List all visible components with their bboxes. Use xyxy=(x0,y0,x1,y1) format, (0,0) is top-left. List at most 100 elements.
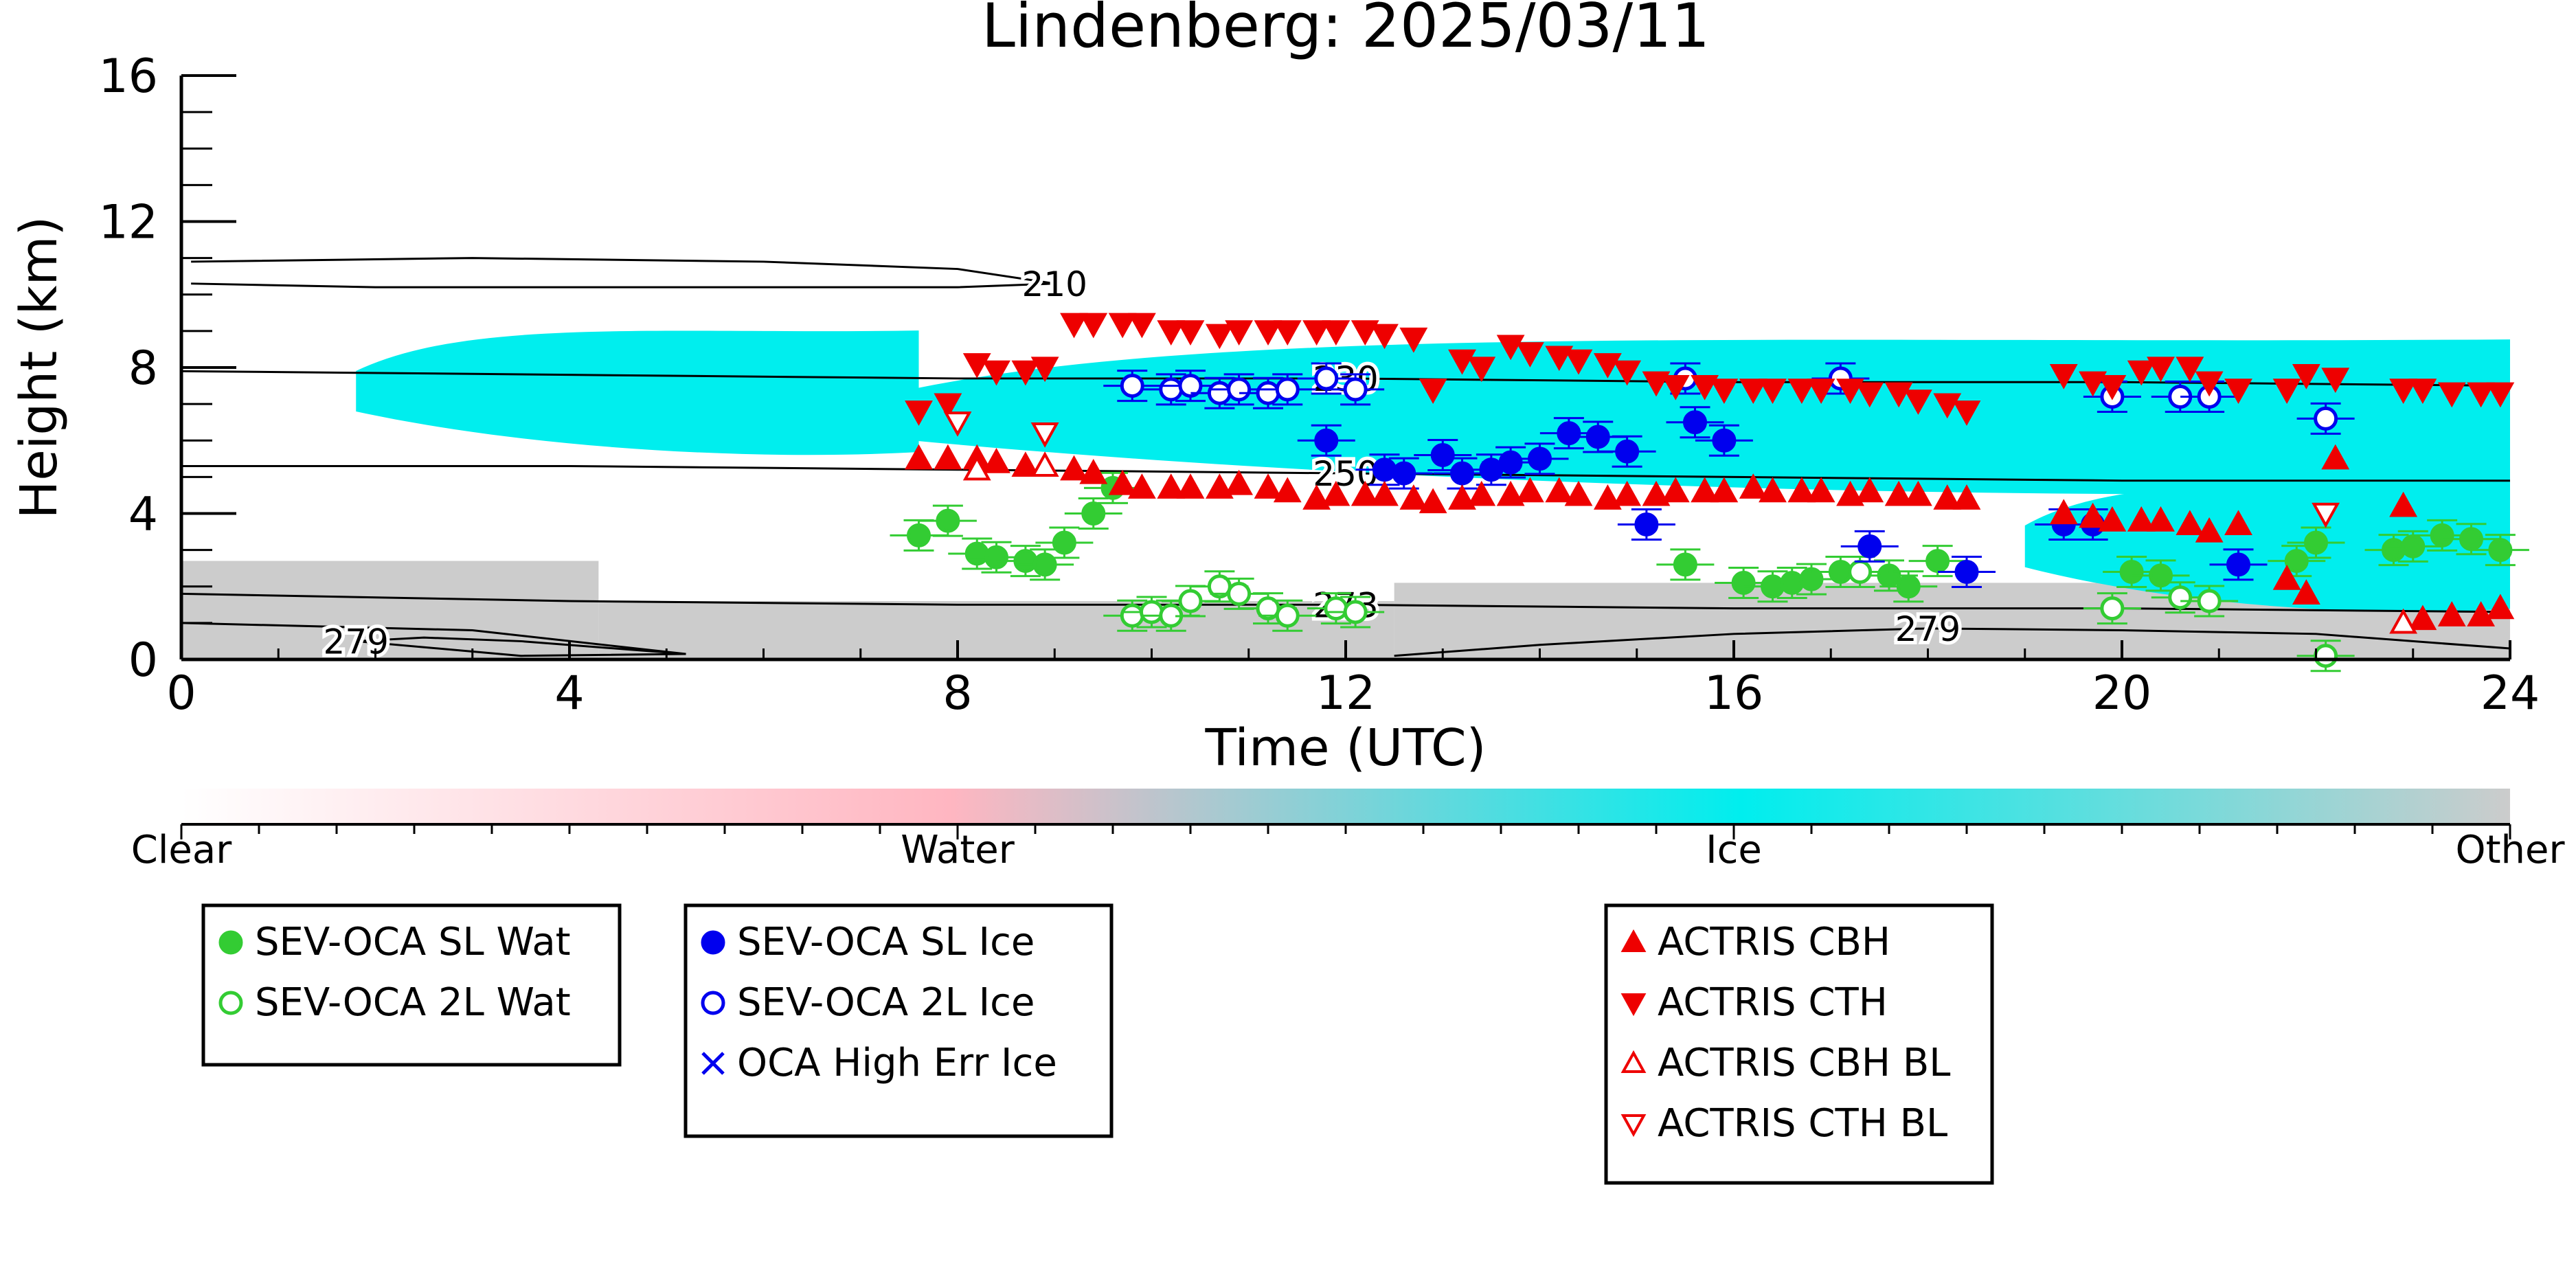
data-point xyxy=(1052,530,1076,555)
data-point xyxy=(1903,389,1932,415)
data-point xyxy=(1613,480,1642,506)
x-axis-label: Time (UTC) xyxy=(1204,719,1486,778)
data-point xyxy=(1739,379,1767,404)
legend-marker xyxy=(1620,929,1647,952)
data-point xyxy=(1343,377,1368,402)
data-point xyxy=(2408,605,2437,631)
data-point xyxy=(1419,488,1447,514)
data-point xyxy=(934,393,962,419)
data-point xyxy=(1370,324,1399,350)
data-point xyxy=(1207,381,1232,405)
data-point xyxy=(1399,484,1428,510)
data-point xyxy=(1079,458,1108,484)
data-point xyxy=(2389,379,2418,404)
data-markers xyxy=(890,313,2529,673)
data-point xyxy=(1903,480,1932,506)
legend-box xyxy=(1604,903,1994,1185)
data-point xyxy=(2382,538,2406,563)
data-point xyxy=(1159,377,1184,402)
data-point xyxy=(1642,480,1671,506)
data-point xyxy=(1275,377,1300,402)
data-point xyxy=(2486,594,2515,620)
data-point xyxy=(1634,512,1659,536)
data-point xyxy=(962,455,991,481)
data-point xyxy=(1322,320,1351,346)
data-point xyxy=(1140,600,1164,624)
data-point xyxy=(982,360,1010,386)
data-point xyxy=(964,541,989,566)
data-point xyxy=(2408,379,2437,404)
data-point xyxy=(2488,538,2513,563)
legend-label: ACTRIS CBH xyxy=(1658,920,1890,964)
data-point xyxy=(2098,374,2127,400)
data-point xyxy=(1120,374,1144,398)
data-point xyxy=(1351,320,1379,346)
data-point xyxy=(1585,425,1610,449)
legend-label: ACTRIS CBH BL xyxy=(1658,1041,1950,1085)
data-point xyxy=(1807,379,1835,404)
legend-marker xyxy=(1620,1050,1647,1073)
legend-box xyxy=(201,903,622,1067)
data-point xyxy=(1498,450,1523,475)
x-tick-label: 12 xyxy=(1316,666,1376,721)
data-point xyxy=(1710,477,1739,503)
data-point xyxy=(1324,596,1348,621)
data-point xyxy=(1205,473,1234,499)
data-point xyxy=(905,400,933,426)
legend-marker xyxy=(218,930,243,955)
data-point xyxy=(1712,428,1737,453)
data-point xyxy=(2389,491,2418,517)
data-point xyxy=(1419,379,1447,404)
data-point xyxy=(984,545,1008,569)
data-point xyxy=(1545,346,1574,372)
data-point xyxy=(1731,570,1756,595)
data-point xyxy=(1079,313,1108,339)
legend-label: SEV-OCA 2L Ice xyxy=(737,980,1035,1025)
data-point xyxy=(1032,552,1057,577)
data-point xyxy=(2292,364,2320,389)
data-point xyxy=(1322,480,1351,506)
data-point xyxy=(1613,360,1642,386)
data-point xyxy=(1683,410,1707,435)
data-point xyxy=(1896,574,1921,599)
data-point xyxy=(1030,357,1059,383)
legend-marker xyxy=(218,991,243,1015)
data-point xyxy=(1351,480,1379,506)
data-point xyxy=(2127,360,2156,386)
data-point xyxy=(2176,510,2204,536)
data-point xyxy=(2127,506,2156,532)
data-point xyxy=(1081,501,1106,526)
colorbar-label: Ice xyxy=(1706,828,1762,872)
data-point xyxy=(2168,585,2193,610)
data-point xyxy=(1275,603,1300,628)
y-tick-label: 16 xyxy=(98,49,158,104)
data-point xyxy=(2195,371,2224,397)
data-point xyxy=(1060,313,1088,339)
data-point xyxy=(2401,534,2426,558)
data-point xyxy=(1787,477,1816,503)
legend-label: SEV-OCA SL Ice xyxy=(737,920,1035,964)
contour-label: 279 xyxy=(324,622,389,662)
data-point xyxy=(2321,444,2350,470)
data-point xyxy=(1952,400,1981,426)
data-point xyxy=(1780,570,1805,595)
data-point xyxy=(1157,320,1186,346)
data-point xyxy=(1256,381,1280,405)
data-point xyxy=(1642,371,1671,397)
data-point xyxy=(1564,480,1593,506)
data-point xyxy=(2224,379,2252,404)
data-point xyxy=(1399,327,1428,353)
data-point xyxy=(2314,406,2338,431)
data-point xyxy=(2197,589,2222,613)
y-tick-label: 12 xyxy=(98,196,158,250)
data-point xyxy=(1372,457,1397,482)
data-point xyxy=(2467,601,2496,626)
data-point xyxy=(2049,499,2078,525)
data-point xyxy=(1564,349,1593,375)
colorbar-gradient xyxy=(181,789,2510,823)
data-point xyxy=(2049,364,2078,389)
x-tick-label: 0 xyxy=(166,666,196,721)
data-point xyxy=(1836,379,1864,404)
data-point xyxy=(2149,563,2173,588)
